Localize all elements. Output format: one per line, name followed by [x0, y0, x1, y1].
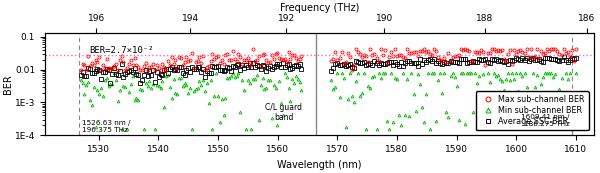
X-axis label: Wavelength (nm): Wavelength (nm) [277, 160, 362, 170]
Y-axis label: BER: BER [4, 74, 13, 94]
Legend: Max sub-channel BER, Min sub-channel BER, Average SSC BER: Max sub-channel BER, Min sub-channel BER… [476, 91, 589, 130]
Text: C/L guard
band: C/L guard band [265, 103, 302, 122]
X-axis label: Frequency (THz): Frequency (THz) [280, 3, 359, 13]
Text: 1526.63 nm /
196.375 THz: 1526.63 nm / 196.375 THz [82, 120, 130, 133]
Text: 1609.41 nm /
186.275 THz: 1609.41 nm / 186.275 THz [521, 114, 569, 127]
Text: BER=2.7×10⁻²: BER=2.7×10⁻² [90, 46, 154, 55]
